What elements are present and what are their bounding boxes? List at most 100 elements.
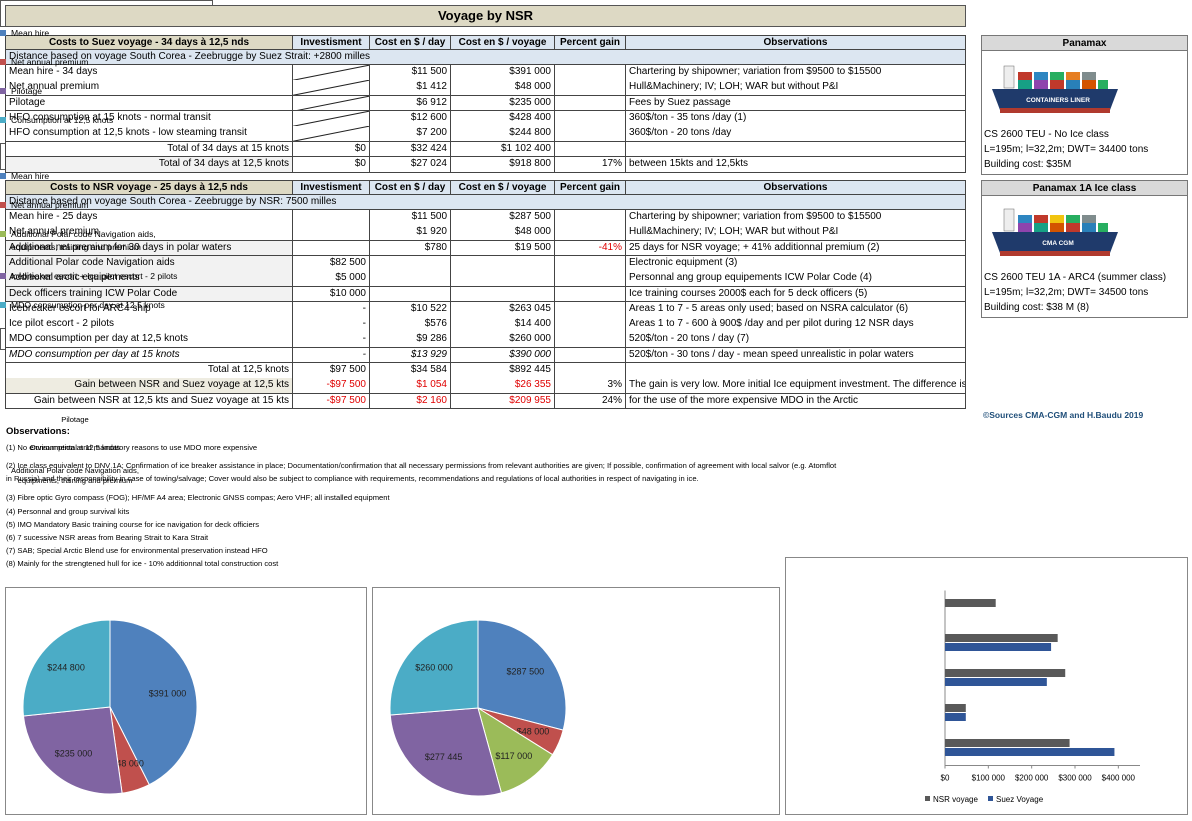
legend-item: Mean hire — [0, 27, 130, 40]
strike — [293, 65, 369, 80]
bar — [945, 599, 996, 607]
table-cell — [555, 317, 626, 333]
bar — [945, 669, 1066, 677]
legend-item: Consumption at 12,5 knots — [0, 114, 130, 127]
table-cell — [555, 301, 626, 318]
bar — [945, 678, 1047, 686]
ship-label: CMA CGM — [1042, 240, 1074, 247]
table-cell: - — [293, 332, 370, 349]
x-tick-label: $100 000 — [972, 774, 1006, 783]
table-cell — [451, 286, 555, 303]
note: (8) Mainly for the strengtened hull for … — [6, 559, 279, 568]
table-cell: $6 912 — [370, 95, 451, 112]
bar — [945, 643, 1052, 651]
data-label: $48 000 — [111, 758, 144, 768]
table-cell: $1 054 — [370, 378, 451, 395]
hull-bottom — [1000, 251, 1110, 256]
table-cell — [555, 255, 626, 272]
table-cell: $27 024 — [370, 156, 451, 173]
ship-label: CONTAINERS LINER — [1026, 97, 1090, 104]
table-cell: $1 920 — [370, 225, 451, 242]
table-header: Cost en $ / day — [370, 180, 451, 195]
table-header: Investisment — [293, 180, 370, 195]
panel-text: CS 2600 TEU 1A - ARC4 (summer class) — [984, 272, 1167, 283]
table-cell: Gain between NSR at 12,5 kts and Suez vo… — [5, 393, 293, 410]
legend-swatch — [0, 30, 6, 36]
table-cell: Mean hire - 25 days — [5, 210, 293, 226]
table-header: Observations — [626, 180, 966, 195]
page-title: Voyage by NSR — [5, 5, 966, 27]
panel-text: L=195m; l=32,2m; DWT= 34400 tons — [984, 144, 1149, 155]
legend-swatch — [0, 202, 6, 208]
legend-swatch — [0, 117, 6, 123]
legend-label: Pilotage — [11, 86, 43, 96]
table-cell: 520$/ton - 20 tons / day (7) — [626, 332, 966, 349]
legend: Mean hire Net annual premium Additional Po… — [0, 170, 185, 312]
table-cell: Total at 12,5 knots — [5, 363, 293, 379]
table-cell: Chartering by shipowner; variation from … — [626, 210, 966, 226]
data-label: $277 445 — [425, 752, 463, 762]
strike — [293, 80, 369, 96]
note: (6) 7 sucessive NSR areas from Bearing S… — [6, 533, 209, 542]
pie-slice — [109, 619, 198, 786]
pie-slice — [389, 619, 479, 716]
data-label: $260 000 — [415, 662, 453, 672]
table-header: Cost en $ / voyage — [451, 35, 555, 50]
table-cell: 360$/ton - 20 tons /day — [626, 126, 966, 142]
legend-label: Net annual premium — [11, 200, 89, 210]
table-cell: - — [293, 347, 370, 364]
table-cell — [293, 80, 370, 97]
table-header: Percent gain — [555, 180, 626, 195]
note: (4) Personnal and group survival kits — [6, 507, 130, 516]
table-cell: Gain between NSR and Suez voyage at 12,5… — [5, 378, 293, 395]
table-cell: Areas 1 to 7 - 5 areas only used; based … — [626, 301, 966, 318]
table-cell — [555, 95, 626, 112]
table-cell: $892 445 — [451, 363, 555, 379]
table-cell: $12 600 — [370, 110, 451, 127]
panel-title: Panamax 1A Ice class — [982, 181, 1187, 196]
pie-slice — [477, 706, 554, 794]
table-cell: $11 500 — [370, 65, 451, 81]
table-cell: -41% — [555, 240, 626, 257]
table-cell: HFO consumption at 12,5 knots - low stea… — [5, 126, 293, 142]
table-cell — [293, 126, 370, 142]
table-cell: Personnal ang group equipements ICW Pola… — [626, 271, 966, 287]
table-cell: $287 500 — [451, 210, 555, 226]
table-cell — [555, 271, 626, 287]
data-label: $391 000 — [149, 688, 187, 698]
table-cell: Electronic equipment (3) — [626, 255, 966, 272]
pie-slice — [477, 619, 567, 731]
legend-item: Net annual premium — [0, 199, 185, 212]
data-label: $117 000 — [495, 751, 532, 761]
table-cell — [451, 255, 555, 272]
note: (1) No environmental and mandatory reaso… — [6, 443, 258, 452]
legend-label: Consumption at 12,5 knots — [11, 115, 114, 125]
table-cell: -$97 500 — [293, 393, 370, 410]
table-cell: $428 400 — [451, 110, 555, 127]
table-cell — [370, 286, 451, 303]
table-header: Cost en $ / day — [370, 35, 451, 50]
bar — [945, 704, 966, 712]
strike — [293, 126, 369, 141]
table-cell: MDO consumption per day at 15 knots — [5, 347, 293, 364]
table-cell: $918 800 — [451, 156, 555, 173]
table-cell — [293, 210, 370, 226]
table-cell: 17% — [555, 156, 626, 173]
data-label: $235 000 — [55, 749, 93, 759]
table-cell: $576 — [370, 317, 451, 333]
bar — [945, 634, 1058, 642]
y-tick-label: Pilotage — [61, 415, 89, 424]
panel-text: L=195m; l=32,2m; DWT= 34500 tons — [984, 287, 1149, 298]
hull — [992, 232, 1118, 253]
panel-title: Panamax — [982, 36, 1187, 51]
table-cell: $32 424 — [370, 141, 451, 158]
table-cell: $48 000 — [451, 80, 555, 97]
hull — [992, 89, 1118, 110]
legend-item: Mean hire — [0, 170, 185, 183]
table-cell: $97 500 — [293, 363, 370, 379]
hull-bottom — [1000, 108, 1110, 113]
pie-slice — [22, 706, 123, 795]
table-cell: Additional arctic equipements — [5, 271, 293, 287]
legend-label: Mean hire — [11, 28, 50, 38]
table-cell: $10 000 — [293, 286, 370, 303]
